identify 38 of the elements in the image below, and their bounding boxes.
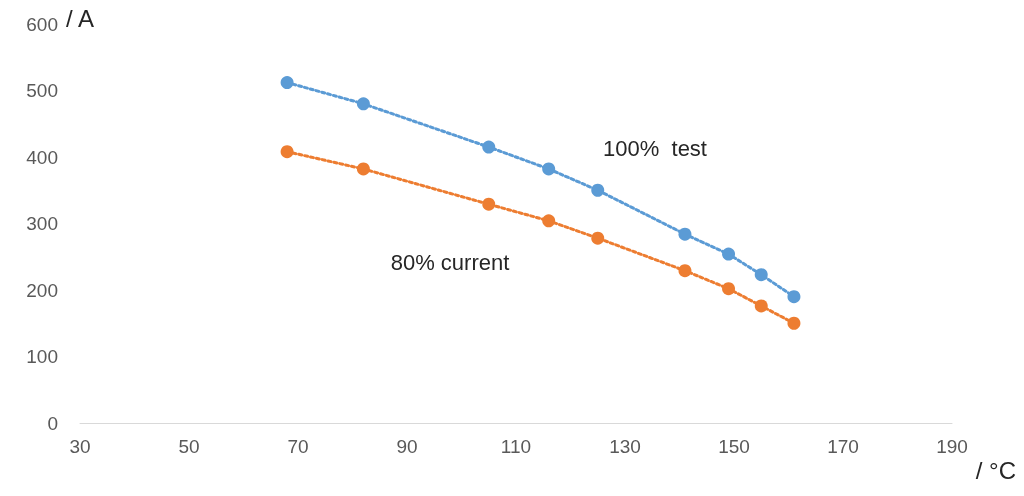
x-tick-label: 90 xyxy=(396,436,418,457)
x-tick-label: 50 xyxy=(178,436,200,457)
point xyxy=(482,140,496,154)
point xyxy=(754,299,768,313)
y-tick-label: 300 xyxy=(26,213,58,234)
point xyxy=(754,268,768,282)
point xyxy=(356,97,370,111)
x-tick-label: 150 xyxy=(718,436,750,457)
x-tick-label: 70 xyxy=(287,436,309,457)
y-axis-title: / A xyxy=(66,4,95,32)
x-tick-label: 190 xyxy=(936,436,968,457)
x-tick-label: 130 xyxy=(609,436,641,457)
annotation: 80% current xyxy=(390,249,510,275)
y-tick-label: 400 xyxy=(26,146,58,168)
point xyxy=(787,316,801,330)
x-axis-title: / °C xyxy=(975,456,1016,484)
point xyxy=(591,231,605,245)
y-tick-label: 600 xyxy=(26,13,58,35)
point xyxy=(542,162,556,176)
point xyxy=(678,264,692,278)
point xyxy=(722,247,736,261)
y-tick-label: 200 xyxy=(26,279,58,301)
y-tick-label: 100 xyxy=(26,346,58,367)
x-tick-label: 170 xyxy=(827,436,859,457)
x-tick-label: 30 xyxy=(69,436,91,457)
y-tick-label: 500 xyxy=(26,80,58,101)
point xyxy=(280,76,294,90)
point xyxy=(722,282,736,296)
annotation: 100% test xyxy=(603,135,707,161)
point xyxy=(482,197,496,211)
point xyxy=(678,227,692,241)
point xyxy=(280,145,294,159)
y-tick-label: 0 xyxy=(47,412,58,434)
point xyxy=(591,183,605,197)
point xyxy=(356,162,370,176)
x-tick-label: 110 xyxy=(500,436,532,457)
point xyxy=(787,290,801,304)
point xyxy=(542,214,556,228)
